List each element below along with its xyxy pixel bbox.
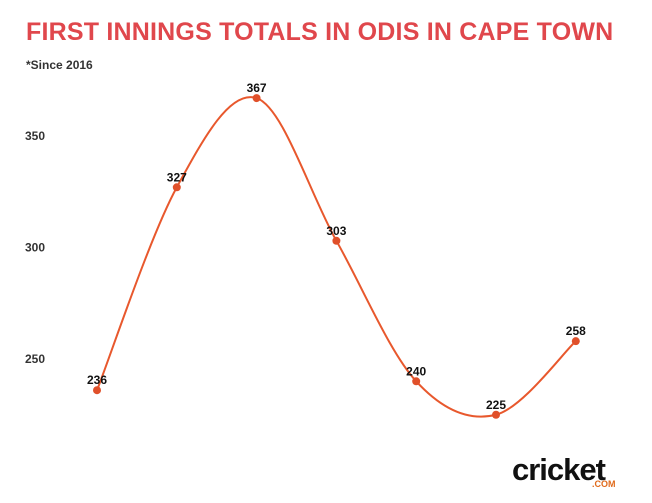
data-label: 258 [566, 324, 586, 338]
y-tick-label: 250 [25, 352, 45, 366]
brand-name: cricket [512, 452, 606, 487]
data-point [332, 236, 341, 245]
data-point [412, 377, 421, 386]
data-label: 236 [87, 373, 107, 387]
y-tick-label: 350 [25, 129, 45, 143]
brand-suffix: .COM [592, 479, 616, 489]
data-point [93, 386, 101, 395]
chart-subtitle: *Since 2016 [26, 58, 93, 72]
brand-logo: cricket [512, 452, 606, 488]
data-label: 367 [247, 81, 267, 95]
data-point [571, 337, 580, 346]
data-point [172, 183, 181, 192]
data-label: 327 [167, 170, 187, 184]
data-point [252, 94, 261, 103]
data-label: 225 [486, 398, 506, 412]
chart-title: FIRST INNINGS TOTALS IN ODIS IN CAPE TOW… [26, 18, 614, 46]
data-point [492, 410, 500, 419]
y-tick-label: 300 [25, 241, 45, 255]
data-label: 303 [326, 224, 346, 238]
data-label: 240 [406, 364, 426, 378]
series-line [96, 96, 577, 418]
